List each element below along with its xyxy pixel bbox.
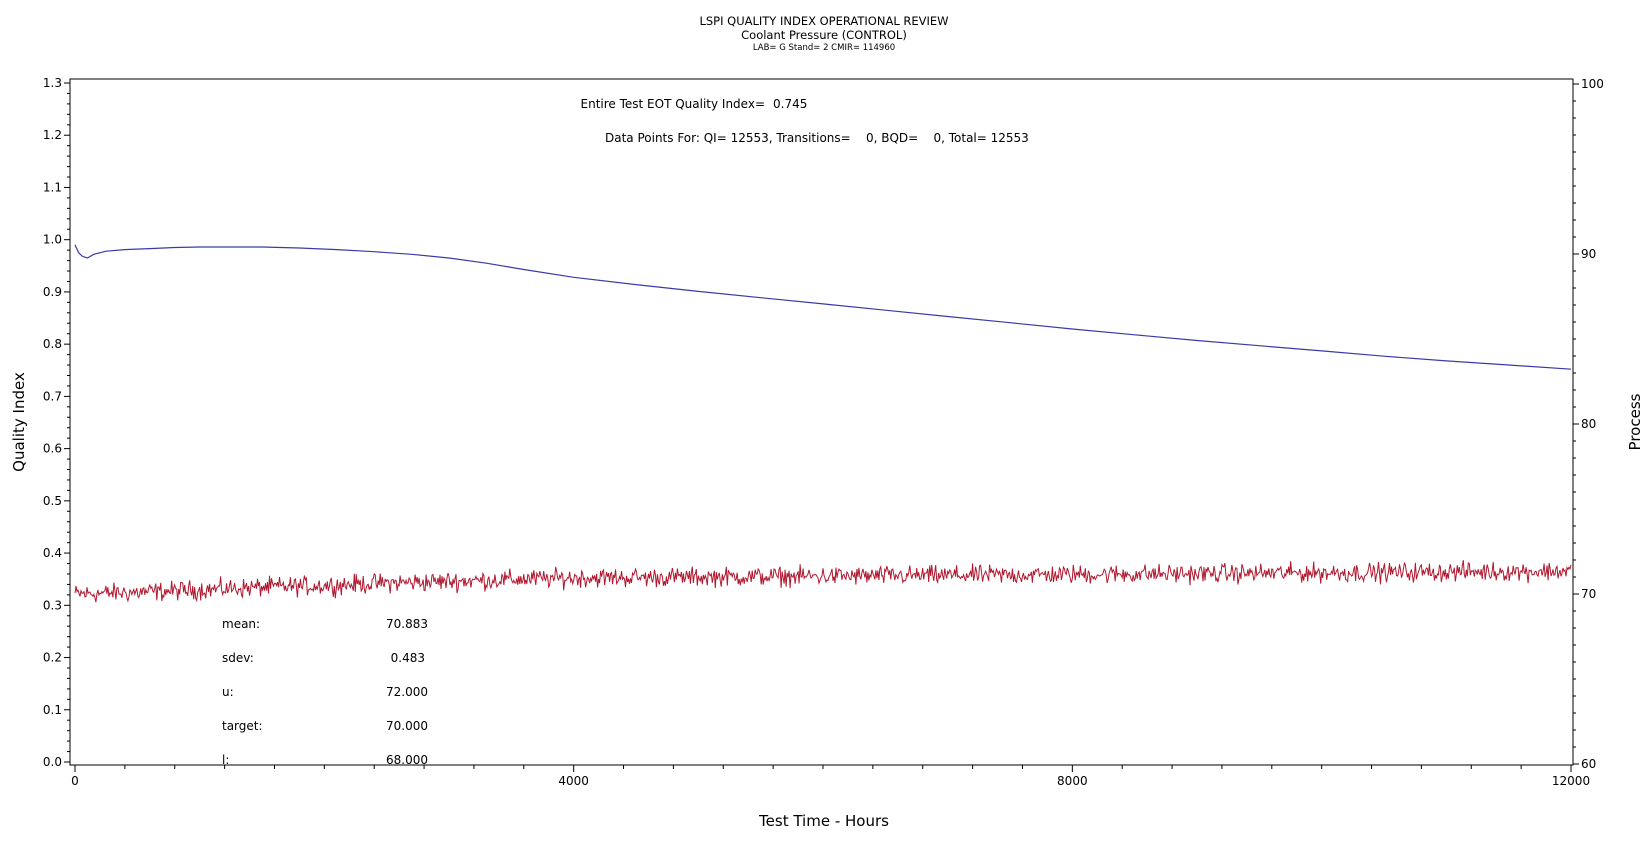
y2-tick-label: 60: [1581, 757, 1596, 771]
y2-axis-label: Process: [1626, 393, 1644, 450]
x-axis-label: Test Time - Hours: [758, 812, 889, 830]
stat-label-target: target:: [222, 719, 263, 733]
y-tick-label: 0.4: [43, 546, 62, 560]
y-tick-label: 0.5: [43, 494, 62, 508]
stat-value-sdev: 0.483: [391, 651, 425, 665]
y-tick-label: 0.0: [43, 755, 62, 769]
y-tick-label: 1.3: [43, 76, 62, 90]
stat-label-sdev: sdev:: [222, 651, 254, 665]
eot-value: 0.745: [773, 97, 807, 111]
stat-value-mean: 70.883: [386, 617, 428, 631]
x-tick-label: 4000: [558, 774, 589, 788]
y2-tick-label: 80: [1581, 417, 1596, 431]
x-minor-ticks: [124, 765, 1522, 769]
series-layer: [74, 244, 1572, 603]
chart-title: LSPI QUALITY INDEX OPERATIONAL REVIEW: [699, 14, 949, 28]
stat-value-l: 68.000: [386, 753, 428, 767]
process-series-line: [74, 560, 1572, 603]
y-axis-label: Quality Index: [10, 372, 28, 472]
chart-meta: LAB= G Stand= 2 CMIR= 114960: [752, 43, 896, 53]
x-tick-label: 8000: [1057, 774, 1088, 788]
stat-value-target: 70.000: [386, 719, 428, 733]
eot-label: Entire Test EOT Quality Index=: [581, 97, 766, 111]
y-tick-label: 1.1: [43, 180, 62, 194]
stat-value-u: 72.000: [386, 685, 428, 699]
y2-tick-label: 100: [1581, 77, 1604, 91]
y2-tick-label: 90: [1581, 247, 1596, 261]
y-tick-label: 0.3: [43, 598, 62, 612]
x-tick-label: 12000: [1552, 774, 1590, 788]
y-tick-label: 1.0: [43, 233, 62, 247]
y-tick-label: 1.2: [43, 128, 62, 142]
stat-label-u: u:: [222, 685, 234, 699]
x-tick-label: 0: [71, 774, 79, 788]
stats-block: mean: 70.883 sdev: 0.483 u: 72.000 targe…: [222, 617, 428, 767]
stat-label-mean: mean:: [222, 617, 260, 631]
y-tick-label: 0.6: [43, 442, 62, 456]
y-tick-label: 0.2: [43, 651, 62, 665]
y-tick-label: 0.8: [43, 337, 62, 351]
chart-subtitle: Coolant Pressure (CONTROL): [741, 28, 907, 42]
y2-tick-label: 70: [1581, 587, 1596, 601]
quality-index-series-line: [74, 244, 1572, 370]
y-tick-label: 0.7: [43, 389, 62, 403]
datapoints-annotation: Data Points For: QI= 12553, Transitions=…: [605, 131, 1029, 145]
y-tick-label: 0.9: [43, 285, 62, 299]
plot-frame: [69, 78, 1574, 766]
y-tick-label: 0.1: [43, 703, 62, 717]
stat-label-l: l:: [222, 753, 229, 767]
tick-layer: 0.0 0.1 0.2 0.3 0.4 0.5 0.6 0.7 0.8 0.9 1.0 1.1 1.2 1…: [43, 76, 1604, 788]
